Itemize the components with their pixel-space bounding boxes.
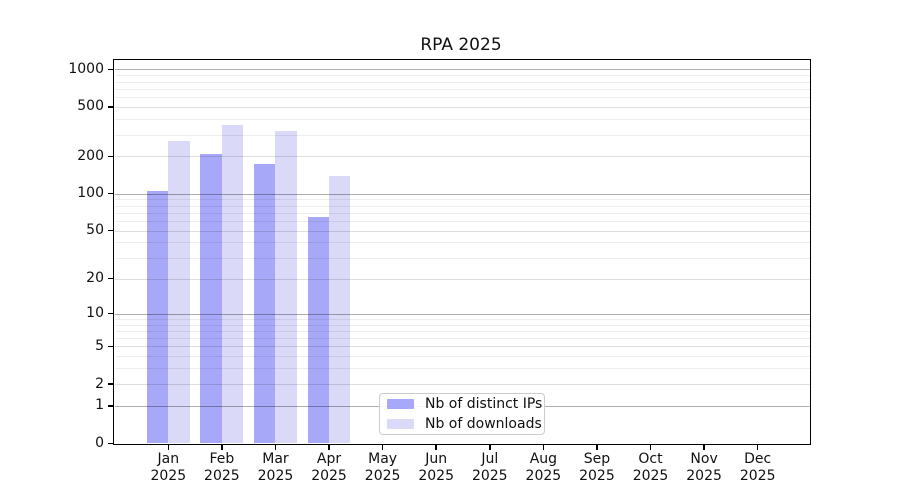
- y-tick-1: [108, 405, 113, 407]
- y-tick-label-500: 500: [77, 98, 104, 115]
- x-tick-label-jun: Jun 2025: [418, 451, 454, 484]
- x-tick-nov: [703, 445, 705, 450]
- legend-swatch-distinct-ips: [387, 399, 414, 409]
- x-tick-label-aug: Aug 2025: [525, 451, 562, 484]
- y-tick-500: [108, 106, 113, 108]
- legend-swatch-downloads: [387, 419, 414, 429]
- gridline-300: [114, 134, 810, 136]
- gridline-200: [114, 156, 810, 158]
- legend-item-distinct-ips: Nb of distinct IPs: [387, 395, 544, 413]
- gridline-5: [114, 346, 810, 348]
- gridline-10: [114, 313, 810, 315]
- y-tick-10: [108, 312, 113, 315]
- x-tick-label-oct: Oct 2025: [632, 451, 669, 484]
- x-tick-jun: [435, 445, 437, 450]
- gridline-90: [114, 199, 810, 201]
- y-tick-0: [108, 442, 113, 445]
- gridline-30: [114, 257, 810, 259]
- x-tick-label-dec: Dec 2025: [739, 451, 776, 484]
- gridline-500: [114, 106, 810, 108]
- bar-jan-downloads: [168, 141, 190, 444]
- y-tick-label-2: 2: [95, 375, 104, 392]
- y-tick-2: [108, 383, 113, 385]
- x-tick-feb: [221, 445, 223, 450]
- chart-title: RPA 2025: [420, 35, 502, 55]
- y-tick-label-10: 10: [86, 305, 104, 322]
- x-tick-jul: [489, 445, 491, 450]
- gridline-100: [114, 193, 810, 195]
- x-tick-label-mar: Mar 2025: [257, 451, 294, 484]
- x-tick-label-feb: Feb 2025: [204, 451, 240, 484]
- x-tick-dec: [756, 445, 759, 450]
- gridline-7: [114, 330, 810, 332]
- gridline-3: [114, 368, 810, 370]
- y-tick-label-1000: 1000: [68, 60, 104, 77]
- legend-item-downloads: Nb of downloads: [387, 415, 544, 433]
- y-tick-50: [108, 229, 113, 232]
- gridline-600: [114, 97, 810, 99]
- bar-feb-distinct-ips: [200, 153, 222, 444]
- gridline-9: [114, 318, 810, 320]
- bar-feb-downloads: [221, 124, 244, 444]
- gridline-2: [114, 384, 810, 386]
- y-tick-label-200: 200: [77, 147, 104, 164]
- gridline-20: [114, 278, 810, 280]
- y-tick-200: [108, 155, 113, 158]
- gridline-60: [114, 220, 810, 222]
- x-tick-jan: [167, 445, 170, 450]
- gridline-400: [114, 118, 810, 120]
- x-tick-label-nov: Nov 2025: [686, 451, 722, 484]
- bar-mar-downloads: [275, 131, 297, 444]
- gridline-800: [114, 81, 810, 83]
- legend: Nb of distinct IPs Nb of downloads: [379, 393, 545, 435]
- x-tick-label-jan: Jan 2025: [150, 451, 187, 484]
- y-tick-label-50: 50: [86, 222, 104, 239]
- y-tick-100: [108, 192, 113, 195]
- x-tick-label-may: May 2025: [364, 451, 401, 484]
- y-tick-label-20: 20: [86, 270, 104, 287]
- gridline-50: [114, 230, 810, 232]
- y-tick-label-5: 5: [95, 337, 104, 354]
- legend-label-downloads: Nb of downloads: [425, 416, 542, 432]
- gridline-40: [114, 242, 810, 244]
- legend-label-distinct-ips: Nb of distinct IPs: [425, 396, 543, 412]
- x-tick-label-sep: Sep 2025: [579, 451, 615, 484]
- gridline-4: [114, 356, 810, 358]
- gridline-900: [114, 75, 810, 77]
- bar-jan-distinct-ips: [146, 191, 169, 444]
- y-tick-20: [108, 277, 113, 280]
- x-tick-mar: [274, 445, 277, 450]
- gridline-6: [114, 338, 810, 340]
- x-tick-sep: [596, 445, 598, 450]
- gridline-80: [114, 205, 810, 207]
- y-tick-label-1: 1: [95, 397, 104, 414]
- gridline-70: [114, 212, 810, 214]
- x-tick-may: [381, 445, 384, 450]
- y-tick-5: [108, 345, 113, 348]
- bar-apr-downloads: [329, 175, 351, 444]
- gridline-700: [114, 88, 810, 90]
- x-tick-label-jul: Jul 2025: [471, 451, 508, 484]
- x-tick-apr: [328, 445, 330, 450]
- y-tick-label-0: 0: [95, 435, 104, 451]
- x-tick-label-apr: Apr 2025: [311, 451, 347, 484]
- x-tick-aug: [542, 445, 545, 450]
- y-tick-label-100: 100: [77, 185, 104, 202]
- gridline-8: [114, 324, 810, 326]
- bar-mar-distinct-ips: [254, 163, 276, 444]
- y-tick-1000: [108, 68, 113, 71]
- bar-apr-distinct-ips: [307, 217, 330, 444]
- x-tick-oct: [649, 445, 652, 450]
- gridline-1000: [114, 69, 810, 71]
